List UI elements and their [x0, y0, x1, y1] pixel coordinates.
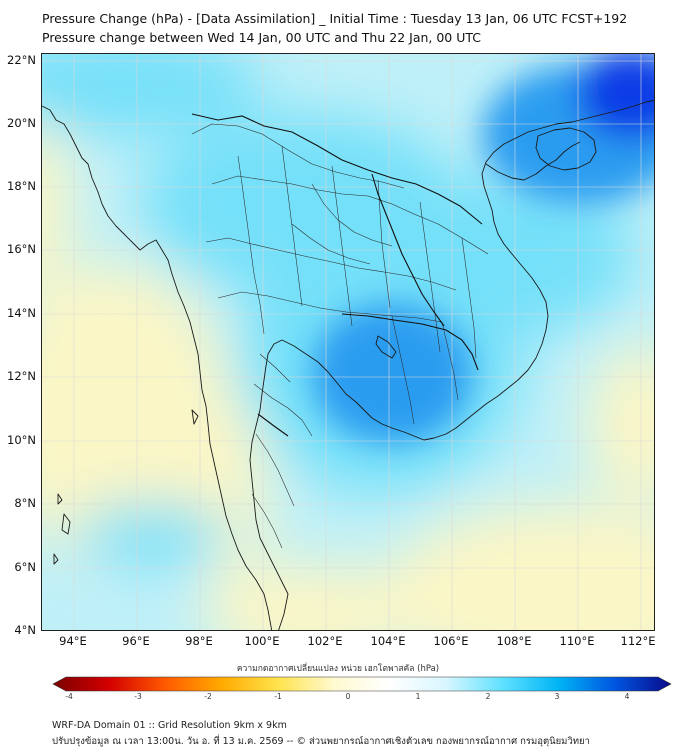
colorbar-title: ความกดอากาศเปลี่ยนแปลง หน่วย เฮกโตพาสคัล… — [236, 664, 440, 674]
pressure-change-map — [42, 54, 654, 630]
lon-label: 104°E — [370, 634, 406, 648]
lon-label: 96°E — [122, 634, 150, 648]
island-small-2 — [57, 493, 63, 505]
lat-label: 12°N — [7, 369, 36, 383]
lon-label: 106°E — [433, 634, 469, 648]
lat-label: 22°N — [7, 53, 36, 67]
lat-label: 8°N — [14, 496, 36, 510]
colorbar-tick: -2 — [204, 692, 212, 701]
hainan-island — [535, 127, 597, 171]
chart-title-line2: Pressure change between Wed 14 Jan, 00 U… — [42, 30, 482, 45]
footer-update-info: ปรับปรุงข้อมูล ณ เวลา 13:00น. วัน อ. ที่… — [52, 736, 590, 747]
colorbar-tick: -1 — [274, 692, 282, 701]
coastlines — [42, 99, 654, 630]
lat-label: 20°N — [7, 116, 36, 130]
lon-label: 110°E — [559, 634, 595, 648]
lat-label: 4°N — [14, 623, 36, 637]
footer-model-info: WRF-DA Domain 01 :: Grid Resolution 9km … — [52, 720, 287, 731]
colorbar-tick: -4 — [65, 692, 73, 701]
coastline-gulf-west — [249, 339, 289, 630]
chart-title-line1: Pressure Change (hPa) - [Data Assimilati… — [42, 11, 628, 26]
colorbar-tick: 2 — [485, 692, 491, 701]
lon-label: 112°E — [620, 634, 656, 648]
lat-label: 14°N — [7, 306, 36, 320]
colorbar-tick: -3 — [134, 692, 142, 701]
coastline-mainland — [42, 105, 273, 630]
lon-label: 98°E — [185, 634, 213, 648]
map-area[interactable] — [41, 53, 655, 631]
colorbar-tick: 4 — [624, 692, 630, 701]
island-small-1 — [61, 513, 71, 535]
national-borders — [191, 113, 483, 437]
lon-label: 108°E — [496, 634, 532, 648]
coastline-north-bay — [485, 141, 581, 181]
lon-label: 100°E — [244, 634, 280, 648]
colorbar-tick: 1 — [415, 692, 421, 701]
island-small-4 — [191, 409, 199, 425]
colorbar — [52, 676, 672, 692]
lat-label: 16°N — [7, 242, 36, 256]
coastline-gulf-east — [281, 99, 654, 441]
lon-label: 102°E — [307, 634, 343, 648]
colorbar-gradient — [52, 676, 672, 692]
lat-label: 6°N — [14, 560, 36, 574]
island-small-3 — [53, 553, 59, 565]
colorbar-tick: 3 — [554, 692, 560, 701]
pressure-field-core — [312, 54, 654, 444]
admin-boundaries — [191, 123, 489, 549]
lat-label: 18°N — [7, 179, 36, 193]
colorbar-tick: 0 — [345, 692, 351, 701]
lake-tonle-sap — [375, 335, 397, 359]
lat-label: 10°N — [7, 433, 36, 447]
lon-label: 94°E — [59, 634, 87, 648]
